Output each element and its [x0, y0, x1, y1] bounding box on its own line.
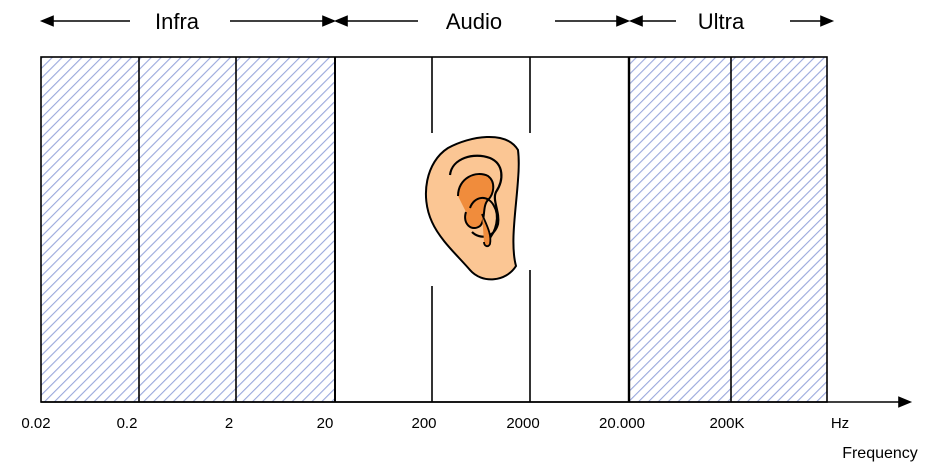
ear-icon — [425, 136, 520, 281]
band-label-audio: Audio — [446, 9, 502, 34]
range-arrows — [39, 15, 835, 27]
infra-zone — [41, 57, 335, 402]
band-label-ultra: Ultra — [698, 9, 745, 34]
tick-label: 0.02 — [21, 415, 50, 432]
tick-label: 200K — [709, 415, 744, 432]
tick-label: 0.2 — [117, 415, 138, 432]
ultra-zone — [629, 57, 827, 402]
tick-label: 20.000 — [599, 415, 645, 432]
axis-label-frequency: Frequency — [842, 445, 918, 462]
tick-label-unit: Hz — [831, 415, 849, 432]
tick-labels: 0.02 0.2 2 20 200 2000 20.000 200K Hz — [21, 415, 849, 432]
tick-label: 2000 — [506, 415, 539, 432]
tick-label: 20 — [317, 415, 334, 432]
tick-label: 200 — [411, 415, 436, 432]
grid-lines — [138, 57, 732, 402]
frequency-axis — [41, 396, 913, 408]
tick-label: 2 — [225, 415, 233, 432]
band-label-infra: Infra — [155, 9, 200, 34]
